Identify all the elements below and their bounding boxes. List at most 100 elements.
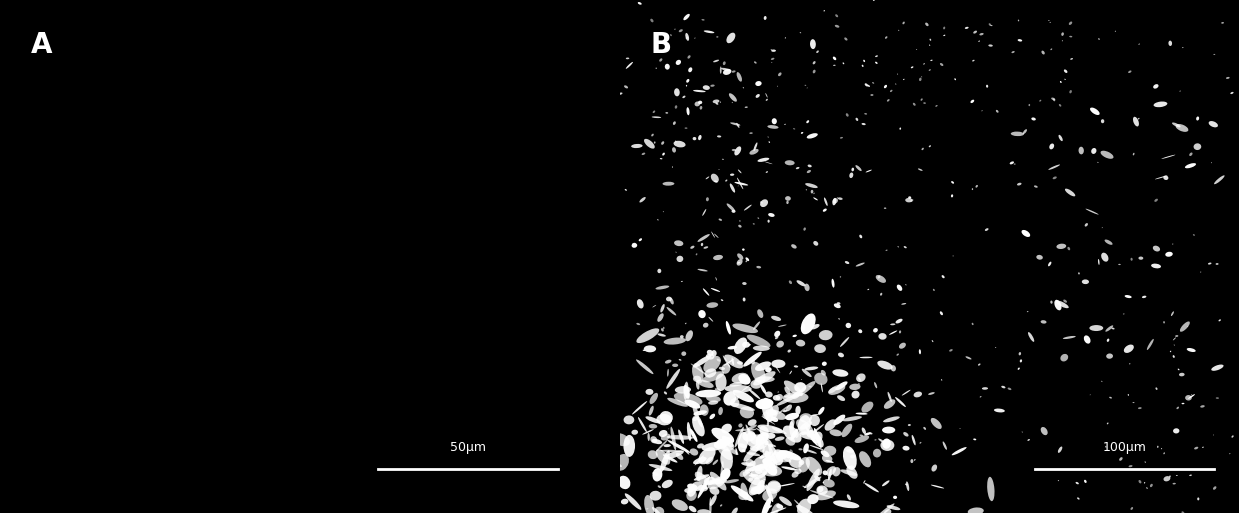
Ellipse shape bbox=[772, 118, 777, 124]
Ellipse shape bbox=[1017, 39, 1022, 42]
Ellipse shape bbox=[940, 63, 943, 66]
Ellipse shape bbox=[742, 87, 745, 88]
Ellipse shape bbox=[787, 201, 789, 204]
Ellipse shape bbox=[766, 98, 768, 101]
Ellipse shape bbox=[880, 293, 882, 295]
Ellipse shape bbox=[731, 210, 736, 213]
Ellipse shape bbox=[751, 465, 767, 479]
Ellipse shape bbox=[846, 466, 857, 479]
Ellipse shape bbox=[698, 476, 710, 499]
Ellipse shape bbox=[1069, 36, 1072, 37]
Ellipse shape bbox=[746, 462, 773, 472]
Ellipse shape bbox=[615, 454, 629, 471]
Ellipse shape bbox=[670, 34, 672, 36]
Ellipse shape bbox=[1049, 22, 1051, 23]
Ellipse shape bbox=[670, 427, 676, 450]
Ellipse shape bbox=[748, 419, 757, 426]
Ellipse shape bbox=[753, 371, 776, 385]
Ellipse shape bbox=[918, 168, 923, 171]
Ellipse shape bbox=[877, 361, 893, 370]
Ellipse shape bbox=[849, 465, 854, 469]
Ellipse shape bbox=[698, 416, 703, 427]
Ellipse shape bbox=[1078, 147, 1084, 154]
Ellipse shape bbox=[757, 218, 760, 219]
Ellipse shape bbox=[1035, 185, 1038, 188]
Ellipse shape bbox=[766, 409, 786, 420]
Ellipse shape bbox=[693, 363, 704, 383]
Ellipse shape bbox=[878, 333, 887, 340]
Ellipse shape bbox=[861, 402, 873, 412]
Ellipse shape bbox=[1105, 446, 1106, 448]
Ellipse shape bbox=[644, 495, 654, 513]
Ellipse shape bbox=[886, 250, 887, 251]
Ellipse shape bbox=[1189, 475, 1192, 476]
Ellipse shape bbox=[719, 169, 720, 170]
Ellipse shape bbox=[653, 305, 657, 307]
Ellipse shape bbox=[792, 471, 799, 478]
Ellipse shape bbox=[1101, 253, 1109, 262]
Ellipse shape bbox=[771, 49, 772, 50]
Ellipse shape bbox=[729, 93, 737, 102]
Ellipse shape bbox=[740, 469, 748, 477]
Ellipse shape bbox=[721, 424, 732, 433]
Ellipse shape bbox=[766, 367, 772, 372]
Ellipse shape bbox=[807, 494, 819, 504]
Ellipse shape bbox=[667, 307, 676, 315]
Ellipse shape bbox=[698, 135, 701, 140]
Ellipse shape bbox=[720, 461, 724, 481]
Ellipse shape bbox=[1059, 81, 1062, 83]
Ellipse shape bbox=[762, 398, 773, 421]
Ellipse shape bbox=[725, 479, 738, 483]
Ellipse shape bbox=[715, 103, 719, 105]
Ellipse shape bbox=[660, 450, 670, 472]
Ellipse shape bbox=[876, 275, 886, 283]
Ellipse shape bbox=[706, 176, 709, 179]
Ellipse shape bbox=[1222, 22, 1224, 24]
Ellipse shape bbox=[646, 389, 653, 395]
Ellipse shape bbox=[753, 143, 757, 151]
Ellipse shape bbox=[674, 240, 684, 246]
Ellipse shape bbox=[843, 446, 857, 470]
Ellipse shape bbox=[843, 416, 862, 421]
Ellipse shape bbox=[1051, 97, 1056, 100]
Ellipse shape bbox=[724, 391, 736, 406]
Ellipse shape bbox=[797, 505, 817, 513]
Ellipse shape bbox=[763, 479, 766, 480]
Ellipse shape bbox=[681, 351, 686, 356]
Ellipse shape bbox=[649, 464, 673, 471]
Ellipse shape bbox=[821, 362, 826, 366]
Ellipse shape bbox=[1163, 175, 1168, 180]
Ellipse shape bbox=[989, 23, 991, 26]
Ellipse shape bbox=[1214, 175, 1224, 184]
Ellipse shape bbox=[856, 263, 865, 267]
Ellipse shape bbox=[695, 102, 700, 106]
Ellipse shape bbox=[755, 62, 757, 64]
Ellipse shape bbox=[1078, 272, 1079, 274]
Ellipse shape bbox=[1059, 104, 1062, 107]
Ellipse shape bbox=[772, 427, 787, 434]
Ellipse shape bbox=[638, 417, 647, 432]
Ellipse shape bbox=[1157, 446, 1158, 448]
Ellipse shape bbox=[766, 484, 773, 502]
Ellipse shape bbox=[731, 485, 753, 502]
Ellipse shape bbox=[730, 184, 735, 192]
Ellipse shape bbox=[782, 466, 797, 470]
Ellipse shape bbox=[890, 90, 892, 92]
Ellipse shape bbox=[1188, 394, 1194, 399]
Ellipse shape bbox=[870, 94, 873, 96]
Ellipse shape bbox=[778, 72, 782, 76]
Ellipse shape bbox=[810, 324, 820, 329]
Ellipse shape bbox=[684, 400, 700, 409]
Ellipse shape bbox=[684, 382, 689, 400]
Ellipse shape bbox=[680, 335, 684, 339]
Ellipse shape bbox=[690, 246, 695, 249]
Ellipse shape bbox=[766, 93, 768, 97]
Ellipse shape bbox=[860, 435, 864, 437]
Ellipse shape bbox=[726, 204, 735, 211]
Ellipse shape bbox=[724, 69, 731, 75]
Ellipse shape bbox=[1213, 486, 1217, 490]
Ellipse shape bbox=[716, 36, 719, 37]
Ellipse shape bbox=[715, 373, 726, 391]
Ellipse shape bbox=[794, 365, 798, 368]
Ellipse shape bbox=[698, 101, 703, 104]
